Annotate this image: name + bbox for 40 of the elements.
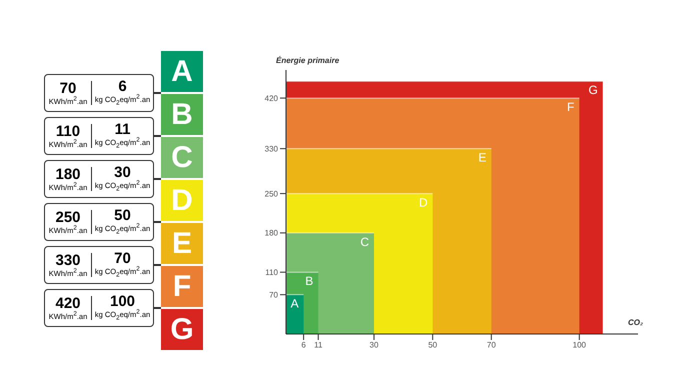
data-label: 70 — [58, 80, 78, 97]
data-label: 420 — [54, 295, 82, 312]
category-label: B — [161, 94, 203, 135]
category-label: E — [161, 223, 203, 264]
category-label: A — [161, 51, 203, 92]
series-label: E — [478, 150, 486, 165]
x-tick-label: 6 — [301, 340, 306, 350]
series-label: B — [305, 274, 314, 288]
series-label: F — [566, 100, 574, 114]
category-label: D — [161, 180, 203, 221]
data-label: 180 — [54, 166, 82, 183]
category-label: G — [161, 309, 203, 350]
data-label: 70 — [113, 250, 132, 268]
category-label: F — [161, 266, 203, 307]
y-axis-title: Énergie primaire — [276, 56, 340, 65]
x-tick-label: 50 — [428, 340, 438, 350]
series-label: D — [418, 196, 428, 210]
series-label: A — [290, 296, 299, 311]
y-tick-label: 420 — [264, 94, 279, 103]
series-label: C — [360, 234, 370, 249]
series-label: G — [588, 83, 598, 98]
y-tick-label: 70 — [269, 290, 279, 300]
y-tick-label: 180 — [264, 228, 279, 238]
x-tick-label: 70 — [486, 340, 496, 350]
data-label: 110 — [54, 123, 82, 140]
x-tick-label: 11 — [314, 340, 323, 350]
data-label: 100 — [108, 293, 136, 310]
data-label: 330 — [54, 252, 82, 269]
data-label: 30 — [113, 164, 132, 182]
x-axis-title: CO₂ — [628, 318, 644, 327]
data-label: 250 — [54, 209, 82, 226]
y-tick-label: 250 — [264, 189, 279, 198]
y-tick-label: 110 — [265, 268, 279, 278]
x-tick-label: 100 — [572, 340, 587, 350]
category-label: C — [161, 137, 203, 178]
data-label: 11 — [114, 121, 132, 138]
data-label: 6 — [117, 78, 128, 96]
data-label: 50 — [113, 207, 132, 224]
x-tick-label: 30 — [370, 340, 379, 350]
y-tick-label: 330 — [264, 144, 279, 154]
